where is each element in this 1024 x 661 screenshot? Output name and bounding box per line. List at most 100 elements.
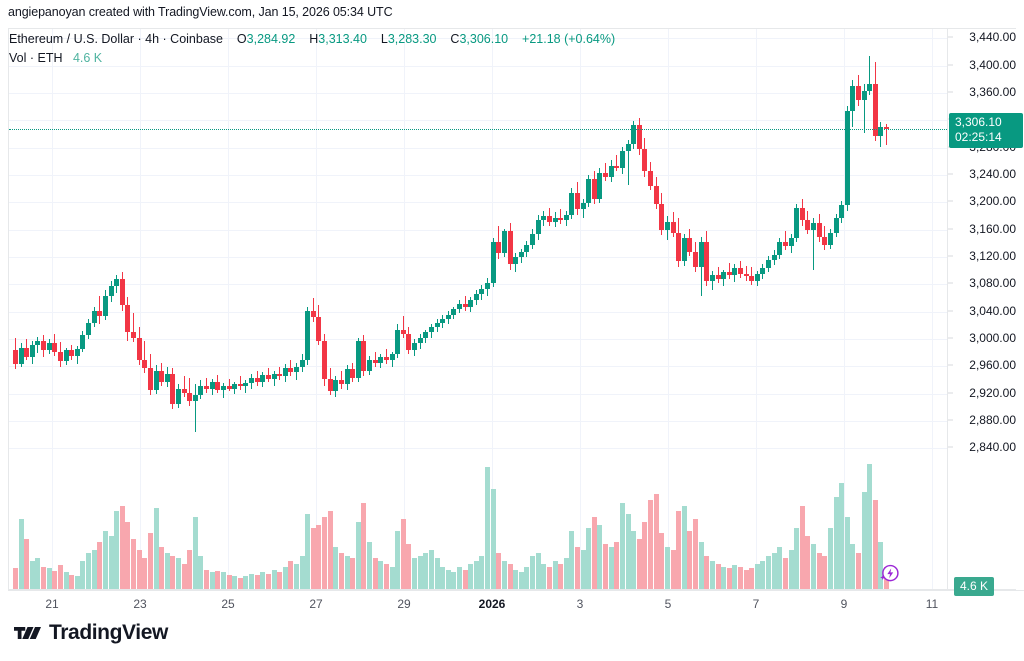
candle-body (575, 193, 580, 210)
candle-wick (751, 266, 752, 285)
current-price-badge: 3,306.10 02:25:14 (949, 112, 1023, 148)
candle-wick (206, 377, 207, 393)
candle-body (24, 347, 29, 358)
candle-wick (403, 316, 404, 338)
candle-wick (712, 270, 713, 291)
candle-body (642, 149, 647, 172)
candle-body (277, 373, 282, 377)
candle-body (755, 273, 760, 281)
price-axis-tick (948, 282, 953, 284)
volume-bar (238, 577, 243, 589)
volume-bar (508, 563, 513, 589)
price-axis-tick (948, 310, 953, 312)
volume-bar (412, 558, 417, 589)
volume-bar (789, 550, 794, 589)
volume-bar (451, 572, 456, 589)
volume-bar (272, 569, 277, 589)
volume-bar (373, 558, 378, 589)
candle-body (52, 343, 57, 352)
lightning-bolt-icon[interactable] (878, 563, 900, 585)
volume-bar (395, 530, 400, 589)
gridline-horizontal (9, 119, 947, 121)
volume-bar (423, 552, 428, 589)
gridline-horizontal (9, 338, 947, 340)
volume-bar (80, 561, 85, 589)
gridline-vertical (228, 29, 229, 589)
candle-body (165, 373, 170, 382)
gridline-horizontal (9, 174, 947, 176)
candle-body (699, 242, 704, 267)
volume-bar (142, 558, 147, 589)
candle-wick (279, 366, 280, 381)
price-axis-tick (948, 419, 953, 421)
volume-bar (384, 563, 389, 589)
volume-bar (704, 555, 709, 589)
volume-bar (97, 541, 102, 589)
volume-bar (210, 572, 215, 589)
volume-bar (676, 511, 681, 589)
price-axis-tick (948, 173, 953, 175)
volume-bar (614, 541, 619, 589)
candle-body (92, 310, 97, 323)
volume-bar (114, 511, 119, 589)
candle-wick (729, 262, 730, 280)
time-axis-label: 5 (664, 597, 672, 611)
candle-body (283, 368, 288, 377)
volume-bar (524, 566, 529, 589)
volume-bar (266, 573, 271, 589)
candle-body (828, 232, 833, 245)
attribution-text: angiepanoyan created with TradingView.co… (8, 5, 393, 19)
candle-body (620, 150, 625, 169)
candle-body (322, 340, 327, 379)
candle-body (137, 337, 142, 360)
volume-bar (828, 527, 833, 589)
current-price-line (9, 128, 947, 130)
chart-plot-area[interactable] (9, 29, 947, 589)
candle-body (665, 221, 670, 230)
candle-wick (229, 378, 230, 392)
volume-bar (716, 563, 721, 589)
volume-bar (665, 547, 670, 589)
candle-body (710, 275, 715, 281)
candle-body (148, 368, 153, 390)
candle-body (457, 303, 462, 310)
candle-body (491, 242, 496, 284)
candle-body (468, 299, 473, 307)
time-axis-label: 7 (752, 597, 760, 611)
volume-bar (367, 541, 372, 589)
time-axis-label: 11 (925, 597, 939, 611)
candle-body (131, 332, 136, 338)
volume-bar (474, 561, 479, 589)
current-price-value: 3,306.10 (955, 114, 1002, 129)
time-axis[interactable]: 21 23 25 27 29 2026 3 5 7 9 11 (8, 590, 1024, 618)
volume-bar (232, 576, 237, 589)
volume-bar (283, 566, 288, 589)
candle-body (198, 385, 203, 396)
candle-body (502, 231, 507, 254)
volume-bar (193, 516, 198, 589)
candle-body (721, 272, 726, 280)
candle-body (586, 179, 591, 203)
candle-body (817, 223, 822, 237)
candle-body (536, 220, 541, 235)
candle-body (446, 314, 451, 319)
volume-bar (294, 563, 299, 589)
candle-body (294, 366, 299, 373)
candle-body (418, 337, 423, 344)
gridline-horizontal (9, 447, 947, 449)
candle-body (485, 283, 490, 289)
candle-wick (245, 380, 246, 393)
volume-bar (260, 572, 265, 589)
candle-body (378, 357, 383, 363)
gridline-horizontal (9, 256, 947, 258)
candle-body (373, 359, 378, 363)
candle-wick (133, 313, 134, 343)
candle-wick (560, 209, 561, 225)
price-axis[interactable]: 3,440.003,400.003,360.003,320.003,280.00… (947, 29, 1024, 596)
candle-body (13, 349, 18, 364)
candle-body (311, 310, 316, 318)
price-axis-tick (948, 64, 953, 66)
price-axis-label: 2,960.00 (969, 358, 1016, 373)
candle-body (227, 385, 232, 389)
